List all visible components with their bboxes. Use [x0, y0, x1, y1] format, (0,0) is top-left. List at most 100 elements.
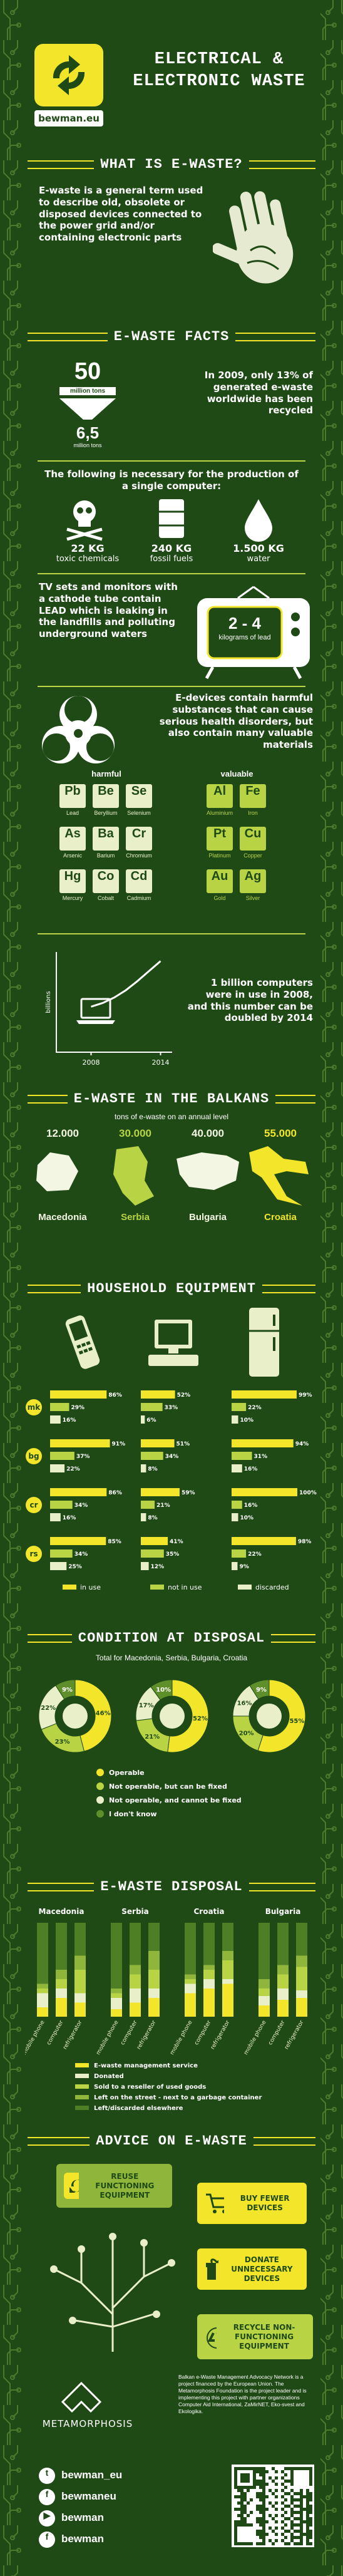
bar-label: 29%	[71, 1405, 84, 1411]
qr-module	[265, 2483, 269, 2486]
bar-segment	[185, 1923, 196, 1975]
bar-segment	[203, 1923, 215, 1965]
country-map	[36, 1152, 78, 1191]
qr-module	[306, 2492, 309, 2495]
bar-segment	[222, 1984, 233, 2017]
qr-module	[265, 2470, 269, 2473]
recycled-text: In 2009, only 13% of generated e-waste w…	[204, 370, 313, 416]
qr-module	[234, 2467, 237, 2470]
qr-module	[247, 2476, 250, 2480]
qr-module	[243, 2467, 247, 2470]
qr-module	[281, 2501, 284, 2505]
bar-segment	[74, 1970, 86, 1994]
country-tons: 55.000	[264, 1127, 297, 1139]
qr-module	[237, 2495, 240, 2498]
legend-swatch	[63, 1585, 76, 1590]
qr-module	[243, 2492, 247, 2495]
qr-module	[290, 2501, 294, 2505]
qr-module	[306, 2514, 309, 2517]
balkans-subtitle: tons of e-waste on an annual level	[114, 1112, 229, 1121]
bar-label: 8%	[148, 1466, 157, 1472]
qr-module	[272, 2467, 275, 2470]
qr-module	[243, 2542, 247, 2545]
qr-module	[294, 2530, 297, 2533]
qr-module	[240, 2486, 243, 2489]
group-label: rs	[29, 1549, 38, 1558]
bar	[232, 1501, 242, 1509]
recycled-amount: 6,5	[76, 423, 100, 442]
qr-module	[247, 2486, 250, 2489]
qr-module	[247, 2467, 250, 2470]
qr-module	[290, 2495, 294, 2498]
donut-center	[257, 1704, 282, 1729]
group-label: bg	[28, 1452, 39, 1461]
bar	[141, 1439, 175, 1447]
qr-module	[240, 2501, 243, 2505]
element-symbol: Pt	[207, 827, 233, 851]
qr-module	[259, 2498, 262, 2501]
bar	[50, 1562, 67, 1570]
qr-module	[287, 2542, 290, 2545]
bar-segment	[222, 1923, 233, 1951]
qr-module	[234, 2470, 237, 2473]
qr-module	[234, 2476, 237, 2480]
generated-amount: 50	[74, 358, 101, 385]
qr-code	[232, 2465, 314, 2547]
qr-module	[243, 2511, 247, 2514]
qr-module	[237, 2489, 240, 2492]
qr-module	[253, 2470, 256, 2473]
element-symbol: Al	[207, 784, 233, 808]
bar	[50, 1488, 107, 1496]
bar-segment	[111, 1923, 122, 1989]
element-name: Cadmium	[126, 895, 151, 901]
qr-module	[287, 2530, 290, 2533]
qr-module	[306, 2511, 309, 2514]
legend-label: not in use	[168, 1583, 202, 1591]
section-heading: HOUSEHOLD EQUIPMENT	[28, 1281, 315, 1296]
qr-module	[262, 2520, 265, 2523]
country-name: Serbia	[121, 1212, 150, 1223]
qr-module	[284, 2486, 287, 2489]
legend-label: Not operable, but can be fixed	[109, 1782, 227, 1791]
qr-module	[243, 2480, 247, 2483]
bar-segment	[259, 1923, 270, 1979]
advice-text: REUSE FUNCTIONING EQUIPMENT	[95, 2171, 155, 2200]
biohazard-icon	[42, 696, 115, 763]
segment-label: 22%	[41, 1705, 56, 1712]
qr-module	[300, 2539, 303, 2542]
bar-segment	[130, 2002, 141, 2017]
qr-module	[284, 2511, 287, 2514]
bar-segment	[37, 1993, 48, 2007]
qr-module	[256, 2508, 259, 2511]
qr-module	[256, 2492, 259, 2495]
laptop-icon	[76, 998, 115, 1024]
qr-module	[269, 2501, 272, 2505]
bar	[50, 1501, 73, 1509]
element-symbol: Co	[93, 869, 119, 893]
qr-module	[240, 2498, 243, 2501]
qr-module	[234, 2473, 237, 2476]
qr-module	[300, 2514, 303, 2517]
qr-module	[259, 2533, 262, 2536]
need: 240 KG fossil fuels	[131, 542, 212, 564]
qr-module	[262, 2489, 265, 2492]
qr-module	[281, 2476, 284, 2480]
donut-center	[63, 1704, 88, 1729]
qr-module	[237, 2508, 240, 2511]
bar-label: 9%	[239, 1564, 248, 1570]
qr-module	[259, 2511, 262, 2514]
bar-segment	[185, 1984, 196, 1994]
qr-module	[297, 2523, 300, 2527]
country-map	[177, 1152, 239, 1190]
growth-line	[91, 960, 161, 1008]
bar-label: 10%	[240, 1515, 254, 1521]
advice-text: RECYCLE NON-FUNCTIONING EQUIPMENT	[233, 2322, 295, 2351]
qr-module	[240, 2489, 243, 2492]
bar-segment	[259, 1996, 270, 2005]
legend-swatch	[150, 1585, 164, 1590]
legend-label: Left on the street - next to a garbage c…	[94, 2094, 262, 2101]
group-label: Bulgaria	[265, 1907, 301, 1916]
bar-label: 41%	[170, 1539, 183, 1545]
qr-module	[256, 2533, 259, 2536]
